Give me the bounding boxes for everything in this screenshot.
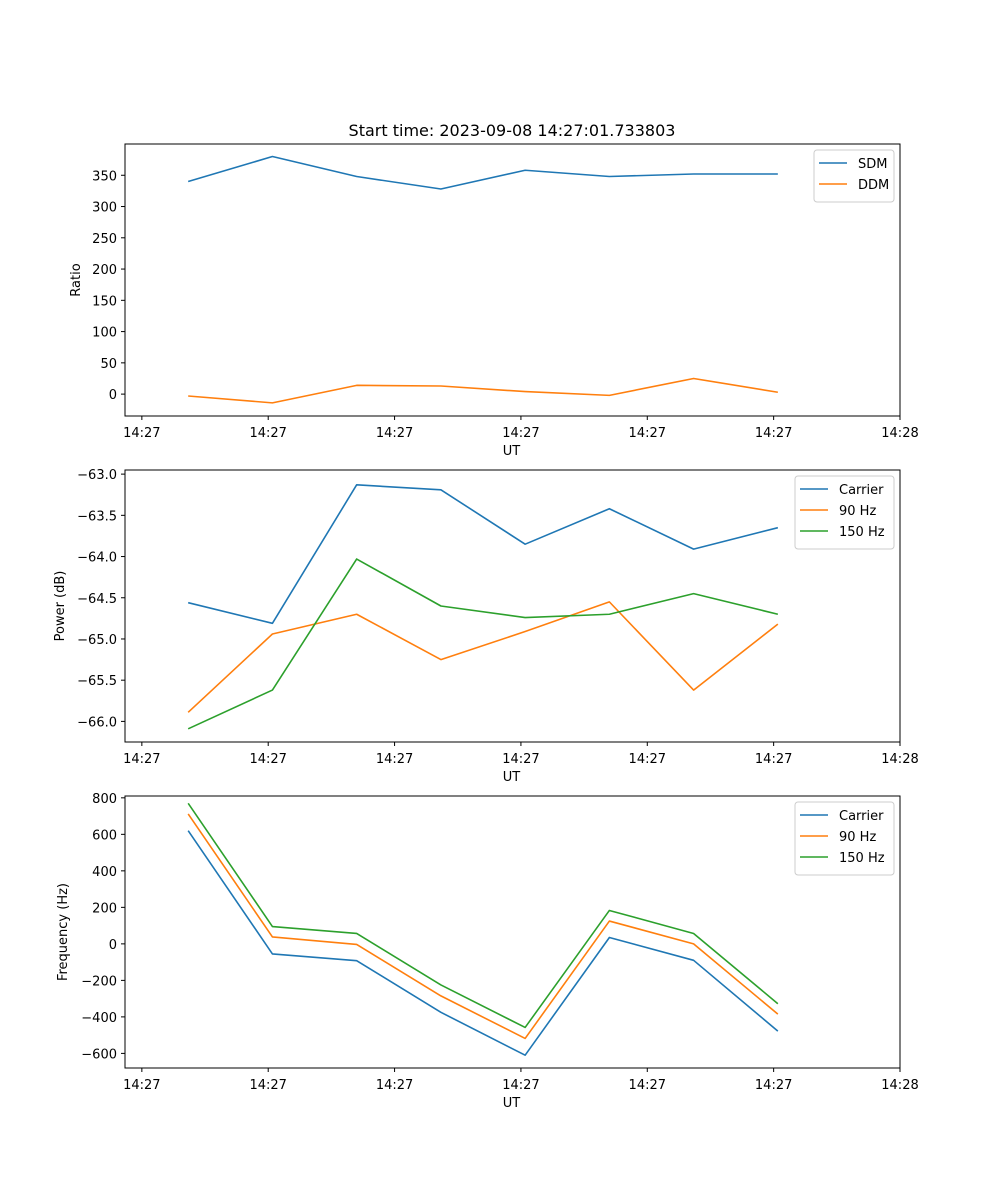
x-tick-label: 14:27 xyxy=(629,752,666,767)
x-tick-label: 14:27 xyxy=(123,426,160,441)
chart-panel-1: 14:27 14:27 14:27 14:27 14:27 14:27 14:28 0 50 10… xyxy=(69,143,919,459)
y-tick-label: 400 xyxy=(92,865,117,880)
x-tick-label: 14:27 xyxy=(755,1078,792,1093)
legend: Carrier 90 Hz 150 Hz xyxy=(794,801,895,876)
y-tick-label: 300 xyxy=(92,201,117,216)
legend-label: Carrier xyxy=(839,809,884,824)
legend-label: SDM xyxy=(858,157,887,172)
axes-frame xyxy=(124,143,901,417)
x-tick-label: 14:27 xyxy=(123,1078,160,1093)
x-tick-label: 14:27 xyxy=(376,1078,413,1093)
y-tick-label: 200 xyxy=(92,263,117,278)
series-line-90-hz xyxy=(187,813,779,1040)
y-tick-label: −63.0 xyxy=(77,468,117,483)
axes-frame xyxy=(124,795,901,1069)
x-tick-label: 14:27 xyxy=(502,752,539,767)
x-axis-label: UT xyxy=(503,1096,521,1111)
x-axis-label: UT xyxy=(503,444,521,459)
series-line-sdm xyxy=(187,155,778,190)
figure-title: Start time: 2023-09-08 14:27:01.733803 xyxy=(349,121,676,140)
y-tick-label: 0 xyxy=(109,388,117,403)
x-tick-label: 14:27 xyxy=(502,1078,539,1093)
x-tick-label: 14:27 xyxy=(249,426,286,441)
legend-label: 150 Hz xyxy=(839,851,885,866)
x-tick-label: 14:28 xyxy=(881,426,918,441)
y-tick-label: −64.5 xyxy=(77,592,117,607)
legend-label: Carrier xyxy=(839,483,884,498)
y-tick-label: −64.0 xyxy=(77,551,117,566)
y-axis-label: Power (dB) xyxy=(53,571,68,642)
legend-label: 90 Hz xyxy=(839,504,876,519)
chart-panel-2: 14:27 14:27 14:27 14:27 14:27 14:27 14:28 −66.0… xyxy=(53,468,919,785)
y-tick-label: −65.5 xyxy=(77,674,117,689)
y-tick-label: 200 xyxy=(92,901,117,916)
x-tick-label: 14:27 xyxy=(123,752,160,767)
y-tick-label: 800 xyxy=(92,792,117,807)
x-tick-label: 14:28 xyxy=(881,752,918,767)
x-tick-label: 14:27 xyxy=(755,752,792,767)
y-tick-label: 100 xyxy=(92,326,117,341)
x-tick-label: 14:27 xyxy=(376,752,413,767)
y-tick-label: 0 xyxy=(109,938,117,953)
y-tick-label: −66.0 xyxy=(77,715,117,730)
series-line-150-hz xyxy=(187,802,779,1029)
y-tick-label: 150 xyxy=(92,294,117,309)
y-tick-label: −65.0 xyxy=(77,633,117,648)
series-line-carrier xyxy=(187,830,779,1057)
axes-frame xyxy=(124,469,901,743)
y-tick-label: 50 xyxy=(100,357,117,372)
y-tick-label: −200 xyxy=(81,974,117,989)
x-tick-label: 14:27 xyxy=(755,426,792,441)
legend: Carrier 90 Hz 150 Hz xyxy=(794,475,895,550)
x-tick-label: 14:28 xyxy=(881,1078,918,1093)
x-tick-label: 14:27 xyxy=(249,1078,286,1093)
x-axis-label: UT xyxy=(503,770,521,785)
y-tick-label: −600 xyxy=(81,1047,117,1062)
y-axis-label: Ratio xyxy=(69,263,84,296)
x-tick-label: 14:27 xyxy=(629,1078,666,1093)
series-line-ddm xyxy=(188,377,778,404)
legend-label: 150 Hz xyxy=(839,525,885,540)
series-line-carrier xyxy=(187,484,779,625)
x-tick-label: 14:27 xyxy=(502,426,539,441)
x-tick-label: 14:27 xyxy=(376,426,413,441)
y-tick-label: 350 xyxy=(92,169,117,184)
legend-label: DDM xyxy=(858,178,889,193)
y-axis-label: Frequency (Hz) xyxy=(56,883,71,981)
y-tick-label: 250 xyxy=(92,232,117,247)
y-tick-label: 600 xyxy=(92,828,117,843)
series-line-90-hz xyxy=(187,601,779,713)
x-tick-label: 14:27 xyxy=(629,426,666,441)
x-tick-label: 14:27 xyxy=(249,752,286,767)
y-tick-label: −63.5 xyxy=(77,509,117,524)
legend-label: 90 Hz xyxy=(839,830,876,845)
chart-panel-3: 14:27 14:27 14:27 14:27 14:27 14:27 14:28 −600 −… xyxy=(56,792,919,1111)
y-tick-label: −400 xyxy=(81,1011,117,1026)
series-line-150-hz xyxy=(187,558,779,730)
legend: SDM DDM xyxy=(813,149,895,203)
